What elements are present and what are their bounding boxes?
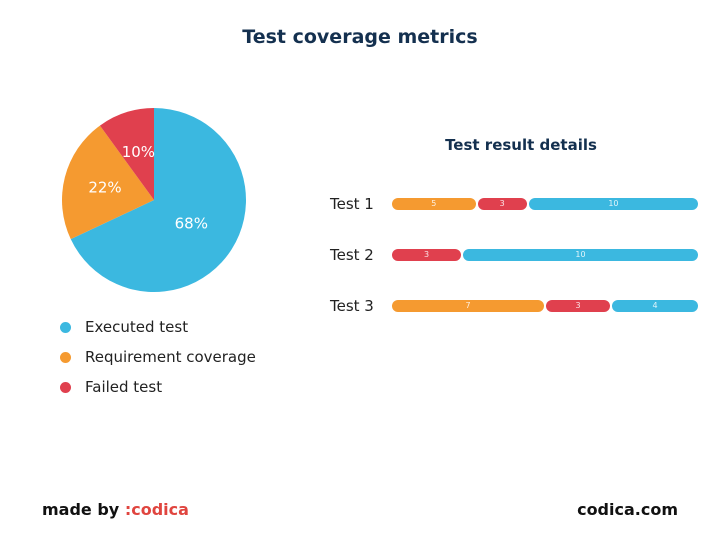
legend-dot-requirement (60, 351, 71, 363)
pie-label-executed: 68% (175, 215, 208, 233)
bar-segment: 3 (546, 300, 610, 312)
bar-segment: 4 (612, 300, 698, 312)
legend-item-executed: Executed test (60, 312, 256, 342)
bar-segment: 5 (392, 198, 476, 210)
legend-label-failed: Failed test (85, 378, 163, 396)
pie-slice-requirement (61, 125, 154, 240)
bar-category-label: Test 1 (330, 195, 374, 213)
pie-label-requirement: 22% (88, 178, 121, 196)
bar-segment: 3 (477, 198, 527, 210)
legend-label-requirement: Requirement coverage (85, 348, 256, 366)
bar-category-label: Test 2 (330, 246, 374, 264)
footer-made-by: made by :codica (42, 500, 189, 519)
pie-label-failed: 10% (122, 143, 155, 161)
legend-dot-failed (60, 381, 71, 393)
bar-chart-title: Test result details (445, 136, 597, 154)
bar-segment: 7 (392, 300, 544, 312)
legend-label-executed: Executed test (85, 318, 189, 336)
bar-row-test-1: Test 1 5 3 10 (330, 195, 702, 213)
chart-title: Test coverage metrics (242, 26, 478, 48)
bar-category-label: Test 3 (330, 297, 374, 315)
brand-logo: :codica (124, 500, 189, 519)
footer-site: codica.com (577, 500, 678, 519)
pie-slice-failed (99, 108, 154, 200)
legend-dot-executed (60, 321, 71, 333)
made-by-text: made by (42, 500, 120, 519)
bar-segment: 3 (392, 249, 462, 261)
bar-track: 5 3 10 (392, 198, 700, 210)
legend-item-requirement: Requirement coverage (60, 342, 256, 372)
bar-segment: 10 (528, 198, 698, 210)
bar-track: 3 10 (392, 249, 700, 261)
legend-item-failed: Failed test (60, 372, 256, 402)
bar-segment: 10 (463, 249, 698, 261)
bar-row-test-2: Test 2 3 10 (330, 246, 702, 264)
pie-slice-executed (70, 108, 247, 292)
legend: Executed test Requirement coverage Faile… (60, 312, 256, 402)
pie-chart: 68% 22%10% (61, 108, 247, 292)
